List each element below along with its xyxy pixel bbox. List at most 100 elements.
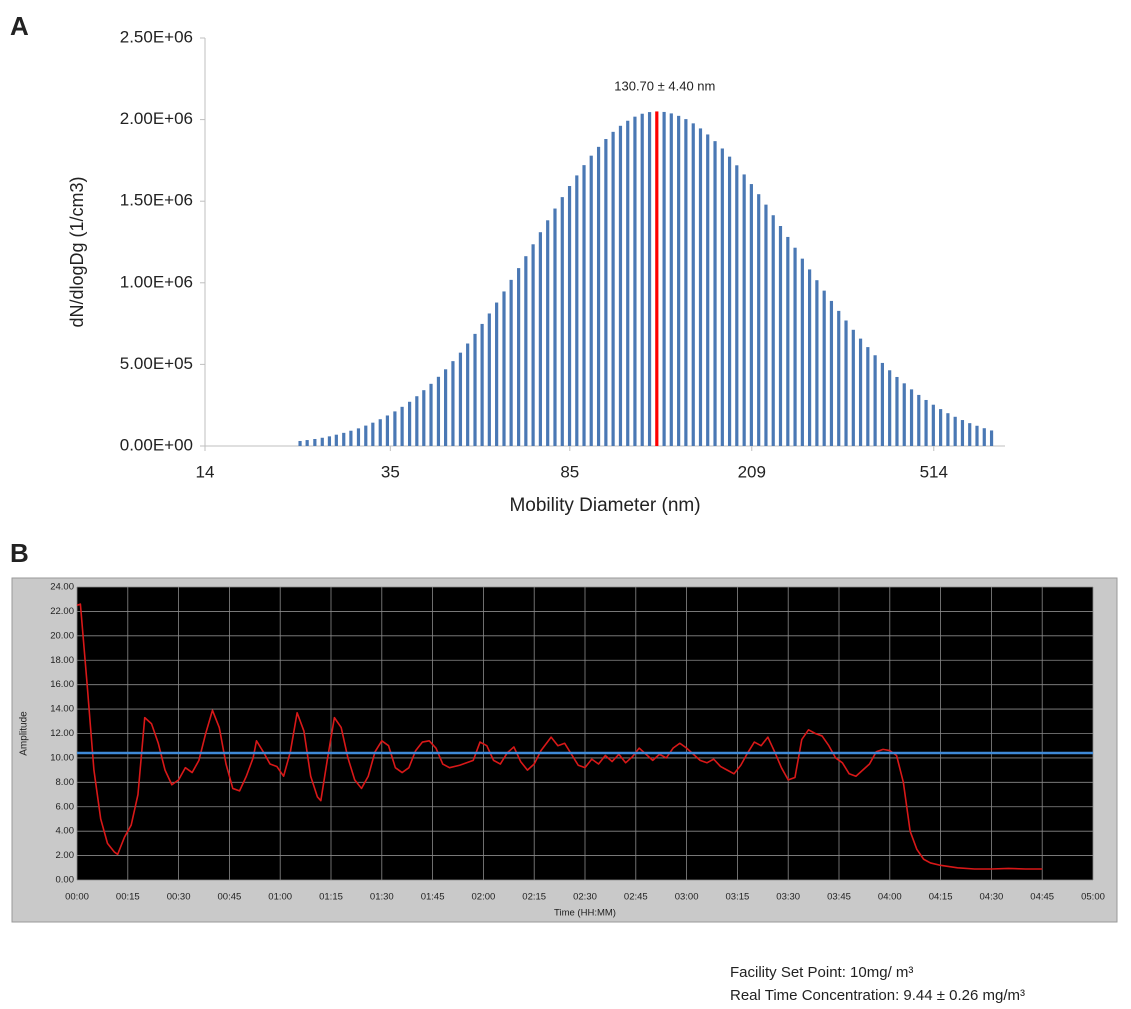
legend-entry: Facility Set Point: 10mg/ m³ [730,964,913,981]
bar [786,236,790,446]
y-tick-label: 4.00 [56,826,75,837]
bar [575,175,579,446]
bar [640,113,644,447]
bar [385,415,390,446]
y-tick-label: 8.00 [56,777,75,788]
bar [582,165,586,446]
y-tick-label: 20.00 [50,630,74,641]
bar [429,383,433,446]
bar [553,208,557,446]
bar [771,215,775,446]
bar [342,432,346,446]
bar [873,355,877,446]
bar [589,155,593,446]
bar [473,333,477,446]
y-tick-label: 10.00 [50,752,74,763]
bar [327,436,332,446]
bar [815,280,819,446]
bar [829,300,834,446]
bar [691,123,695,446]
y-tick-label: 22.00 [50,606,74,617]
bar [320,437,324,446]
x-tick-label: 05:00 [1081,892,1105,903]
bar [524,256,528,446]
bar [509,279,513,446]
x-axis-label: Time (HH:MM) [554,908,616,919]
y-tick-label: 1.00E+06 [120,272,193,291]
y-tick-label: 2.00 [56,850,75,861]
x-tick-label: 514 [920,462,948,481]
x-tick-label: 85 [560,462,579,481]
bar [546,220,550,446]
bar [720,148,724,447]
bar [487,313,491,446]
x-tick-label: 03:15 [726,892,750,903]
bar [378,419,382,446]
bar [305,440,309,446]
bar [764,204,768,446]
highlight-bar [655,111,659,446]
y-tick-label: 0.00E+00 [120,435,193,454]
bar [626,120,630,446]
bar [822,290,826,446]
y-tick-label: 2.50E+06 [120,27,193,46]
bar [451,361,455,446]
bar [618,125,623,446]
bar [727,156,732,446]
bar [531,244,535,446]
bar [684,119,688,446]
x-tick-label: 01:45 [421,892,445,903]
y-tick-label: 16.00 [50,679,74,690]
bar [975,425,979,446]
x-tick-label: 209 [738,462,766,481]
bar [793,247,797,446]
bar [371,422,375,446]
bar [902,383,906,446]
bar [742,174,746,447]
x-tick-label: 00:45 [218,892,242,903]
bar [662,111,666,447]
x-tick-label: 01:30 [370,892,394,903]
x-tick-label: 03:30 [776,892,800,903]
y-tick-label: 12.00 [50,728,74,739]
series-line [76,603,1043,870]
bar [924,399,928,446]
y-tick-label: 0.00 [56,875,75,886]
bar [596,146,601,446]
bar [647,112,652,446]
panel-label: A [10,11,29,41]
bar [778,226,783,446]
bar [611,131,615,446]
bar [669,113,673,446]
x-tick-label: 00:00 [65,892,89,903]
bar [808,269,812,446]
bar [495,302,499,446]
bar [422,390,426,446]
bar [517,268,521,446]
bar [458,352,463,446]
x-tick-label: 01:00 [268,892,292,903]
x-tick-label: 03:45 [827,892,851,903]
x-tick-label: 35 [381,462,400,481]
y-tick-label: 2.00E+06 [120,109,193,128]
bar [735,165,739,446]
panel-label: B [10,538,29,568]
y-axis-label: dN/dlogDg (1/cm3) [67,176,87,327]
bar [436,376,441,446]
bar [800,258,804,446]
bar [604,139,608,446]
y-tick-label: 18.00 [50,655,74,666]
legend-entry: Real Time Concentration: 9.44 ± 0.26 mg/… [730,987,1025,1004]
bar [968,423,972,446]
bar [837,310,841,446]
bar [917,394,921,446]
annotation: 130.70 ± 4.40 nm [614,78,715,93]
bar [851,329,855,446]
bar [400,406,404,446]
x-tick-label: 04:30 [980,892,1004,903]
y-tick-label: 6.00 [56,801,75,812]
x-tick-label: 01:15 [319,892,343,903]
bar [866,347,870,446]
y-tick-label: 14.00 [50,704,74,715]
bar [931,404,935,446]
